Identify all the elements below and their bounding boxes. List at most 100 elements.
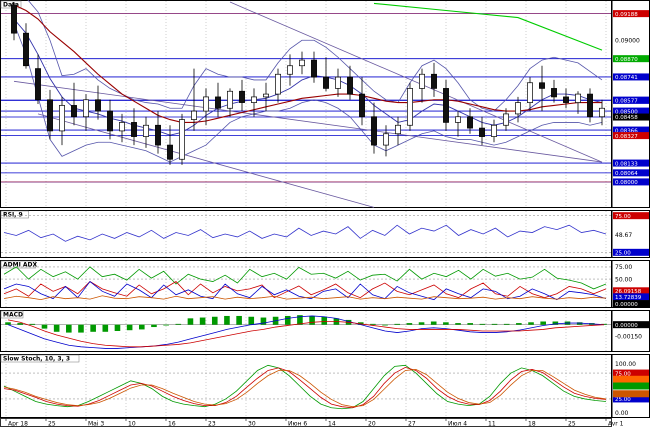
- candlestick: [155, 111, 161, 154]
- candlestick: [359, 77, 365, 126]
- macd-histogram-bar: [41, 324, 48, 329]
- candle-body-up: [263, 93, 269, 98]
- level-badge: [613, 369, 649, 377]
- chart-panes: Data 0.09000 0.08500 0.08000 0.09188 0.08870 0…: [0, 0, 650, 418]
- axis-label: 0.00: [615, 410, 629, 417]
- candlestick: [251, 88, 257, 117]
- macd-histogram-bar: [382, 324, 388, 326]
- price-level-badge: [613, 178, 649, 186]
- macd-histogram-bar: [5, 322, 11, 325]
- candlestick: [407, 82, 413, 131]
- pane-5: Slow Stoch, 10, 3, 3 75.00 25.00 100.00 0.00: [0, 354, 650, 418]
- macd-histogram-bar: [138, 324, 145, 330]
- candlestick: [491, 119, 497, 143]
- macd-histogram-bar: [443, 322, 449, 325]
- price-level-badge: [613, 132, 649, 140]
- candlestick: [311, 51, 317, 83]
- candle-body-up: [599, 107, 605, 118]
- candlestick: [575, 91, 581, 114]
- candlestick: [215, 82, 221, 117]
- macd-badge: [613, 321, 649, 329]
- candlestick: [599, 99, 605, 126]
- candlestick: [479, 116, 485, 146]
- value-badge-label: 0.08366: [615, 128, 638, 134]
- candle-body-up: [455, 116, 461, 123]
- candle-body-up: [407, 88, 413, 126]
- candlestick: [227, 88, 233, 117]
- candlestick: [323, 57, 329, 92]
- value-badge-label: 0.08741: [615, 75, 638, 81]
- macd-histogram-bar: [163, 324, 169, 326]
- x-tick-label: 25: [568, 421, 576, 427]
- macd-line: [7, 315, 605, 349]
- macd-histogram-bar: [187, 318, 194, 325]
- candle-body-up: [287, 65, 293, 75]
- candlestick: [95, 85, 101, 120]
- price-level-badge: [613, 96, 649, 104]
- candlestick: [443, 79, 449, 131]
- macd-histogram-bar: [126, 324, 133, 331]
- price-level-badge: [613, 169, 649, 177]
- macd-histogram-bar: [552, 321, 559, 325]
- macd-histogram-bar: [284, 315, 291, 325]
- candlestick: [539, 65, 545, 112]
- price-level-badge: [613, 159, 649, 167]
- candle-body-down: [347, 76, 353, 95]
- macd-histogram-bar: [455, 323, 461, 325]
- candlestick: [527, 77, 533, 112]
- candle-body-down: [107, 110, 113, 132]
- indicator-line-1: [3, 224, 607, 242]
- macd-histogram-bar: [394, 323, 401, 325]
- candle-body-up: [203, 96, 209, 112]
- candle-body-down: [371, 116, 377, 146]
- candle-body-down: [323, 76, 329, 89]
- x-tick-label: Июн 6: [288, 421, 307, 427]
- candlestick: [431, 62, 437, 97]
- candle-body-up: [227, 90, 233, 109]
- candlestick: [11, 2, 17, 41]
- candlestick: [587, 88, 593, 123]
- candlestick: [275, 68, 281, 103]
- axis-label: 48.67: [615, 232, 632, 239]
- candle-body-up: [119, 122, 125, 132]
- indicator-badge: [613, 293, 649, 301]
- macd-histogram-bar: [199, 317, 206, 325]
- x-tick-label: Apr 18: [8, 421, 28, 427]
- candle-body-down: [47, 99, 53, 132]
- candle-body-up: [527, 82, 533, 103]
- axis-label: -0.00150: [615, 334, 642, 341]
- candle-body-down: [431, 73, 437, 89]
- candlestick: [83, 94, 89, 131]
- value-badge-label: 0.08133: [615, 161, 638, 167]
- pane-title: ADMI ADX: [3, 262, 38, 269]
- macd-histogram-bar: [516, 323, 522, 325]
- candle-body-up: [419, 73, 425, 89]
- value-badge-label: 0.08577: [615, 98, 638, 104]
- value-badge-label: 0.08064: [615, 171, 638, 177]
- pane-title: Data: [3, 2, 19, 9]
- indicator-line-2: [3, 281, 607, 299]
- macd-histogram-bar: [309, 315, 315, 325]
- candlestick: [383, 125, 389, 157]
- signal-line: [7, 319, 605, 348]
- candlestick: [23, 23, 29, 69]
- macd-histogram-bar: [248, 316, 255, 325]
- candlestick: [395, 116, 401, 146]
- x-axis: Apr 18 25 Mai 3 10 16 23 30 Июн 6 14 20 27 Июл 4 11 1…: [0, 418, 624, 427]
- candle-body-up: [515, 102, 521, 115]
- x-tick-label: 25: [48, 421, 56, 427]
- macd-histogram-bar: [430, 321, 437, 325]
- band-lower-line: [13, 23, 603, 163]
- indicator-line-4: [3, 295, 607, 301]
- indicator-badge: [613, 390, 649, 398]
- x-tick-label: 14: [328, 421, 336, 427]
- price-level-badge: [613, 107, 649, 115]
- axis-label: 75.00: [615, 264, 632, 271]
- pane-4: MACD 0.00000 -0.00150: [0, 310, 650, 352]
- candle-body-up: [59, 105, 65, 132]
- candle-body-down: [11, 4, 17, 34]
- candle-body-up: [491, 124, 497, 137]
- x-tick-label: 11: [488, 421, 496, 427]
- candle-body-down: [311, 59, 317, 78]
